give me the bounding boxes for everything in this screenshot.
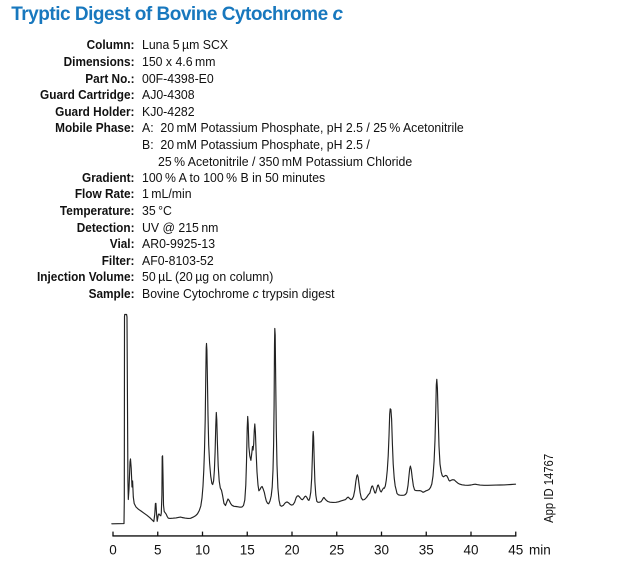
svg-text:0: 0 xyxy=(109,542,117,557)
svg-text:40: 40 xyxy=(463,542,478,557)
svg-text:20: 20 xyxy=(284,542,299,557)
svg-text:45: 45 xyxy=(508,542,523,557)
svg-text:App ID 14767: App ID 14767 xyxy=(542,454,556,523)
svg-text:5: 5 xyxy=(154,542,162,557)
svg-text:15: 15 xyxy=(240,542,255,557)
svg-text:25: 25 xyxy=(329,542,344,557)
svg-text:35: 35 xyxy=(419,542,434,557)
svg-text:min: min xyxy=(529,542,551,557)
svg-text:30: 30 xyxy=(374,542,389,557)
svg-text:10: 10 xyxy=(195,542,210,557)
